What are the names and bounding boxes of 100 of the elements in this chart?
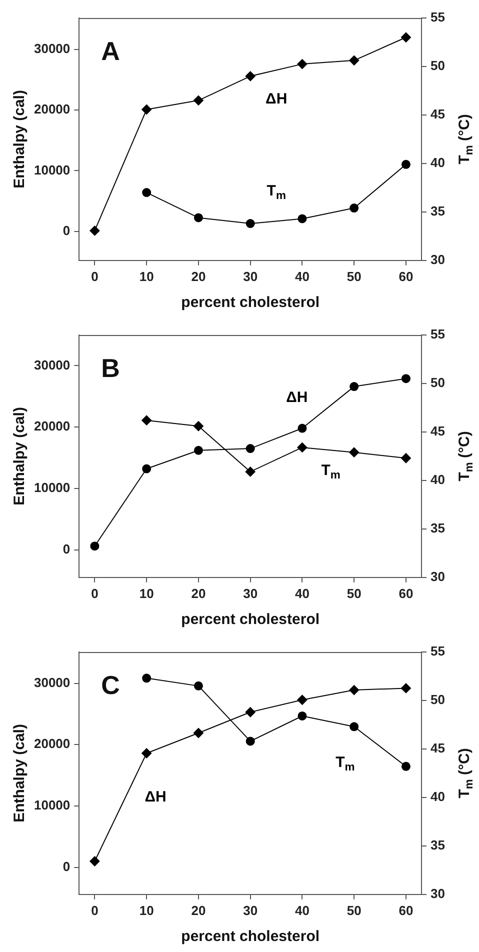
x-tick-label: 40 <box>294 268 310 284</box>
point <box>400 453 411 464</box>
point <box>349 55 360 66</box>
x-tick-label: 0 <box>91 586 98 601</box>
y-tick-label: 20000 <box>34 102 70 117</box>
x-axis-title: percent cholesterol <box>181 611 320 628</box>
point <box>350 722 359 732</box>
x-tick-label: 50 <box>346 586 362 601</box>
point <box>142 104 152 115</box>
x-tick-label: 0 <box>91 902 98 918</box>
point <box>297 694 308 705</box>
y-tick-label: 0 <box>62 222 70 238</box>
y-tick-label: 10000 <box>34 480 70 495</box>
y-tick-label: 10000 <box>34 798 70 813</box>
point <box>246 736 255 746</box>
point <box>349 685 360 696</box>
point <box>142 674 152 683</box>
point <box>193 95 204 106</box>
text: B <box>101 353 120 384</box>
point <box>194 446 203 455</box>
point <box>194 681 203 690</box>
point <box>246 219 255 228</box>
point <box>245 71 256 82</box>
x-tick-label: 60 <box>398 268 414 284</box>
y-axis-title: Enthalpy (cal) <box>11 724 28 822</box>
x-tick-label: 60 <box>398 902 414 918</box>
y2-tick-label: 40 <box>430 472 446 488</box>
point <box>298 711 307 720</box>
y2-tick-label: 50 <box>430 375 446 390</box>
point <box>245 466 256 477</box>
y-axis-title: Enthalpy (cal) <box>11 407 28 506</box>
y2-tick-label: 30 <box>430 568 446 584</box>
y2-tick-label: 55 <box>430 644 446 659</box>
point <box>142 464 152 474</box>
point <box>401 160 410 169</box>
x-tick-label: 50 <box>346 268 362 284</box>
y-tick-label: 0 <box>62 858 70 874</box>
point <box>401 374 410 384</box>
point <box>298 424 307 433</box>
point <box>90 226 100 236</box>
x-axis-title: percent cholesterol <box>181 928 320 946</box>
y-tick-label: 10000 <box>34 162 70 178</box>
point <box>350 204 359 213</box>
y2-axis-title: Tm (°C) <box>456 114 476 164</box>
point <box>400 683 411 694</box>
x-tick-label: 0 <box>91 268 98 284</box>
series-label: ΔH <box>286 389 308 406</box>
point <box>142 748 152 758</box>
y2-tick-label: 50 <box>430 692 446 708</box>
y2-tick-label: 45 <box>430 106 446 122</box>
x-tick-label: 10 <box>139 902 154 918</box>
point <box>401 762 410 771</box>
text: A <box>101 36 120 66</box>
y-tick-label: 30000 <box>34 357 70 372</box>
y2-tick-label: 40 <box>430 789 446 804</box>
point <box>90 542 100 551</box>
y2-axis-title: Tm (°C) <box>456 748 476 798</box>
y2-tick-label: 35 <box>430 204 446 218</box>
point <box>400 32 411 42</box>
y-tick-label: 0 <box>62 541 70 556</box>
y-tick-label: 30000 <box>34 41 70 56</box>
x-tick-label: 40 <box>294 586 310 601</box>
point <box>193 421 204 432</box>
point <box>246 444 255 454</box>
point <box>142 188 152 198</box>
y2-tick-label: 35 <box>430 520 446 536</box>
point <box>298 214 307 224</box>
series-label: ΔH <box>144 788 166 806</box>
x-tick-label: 30 <box>243 268 258 284</box>
point <box>90 856 100 866</box>
y2-tick-label: 55 <box>430 326 446 342</box>
point <box>350 382 359 392</box>
y2-axis-title: Tm (°C) <box>456 431 476 482</box>
y2-tick-label: 30 <box>430 886 446 901</box>
series-label: ΔH <box>266 90 288 108</box>
x-tick-label: 60 <box>398 586 414 601</box>
point <box>297 59 308 70</box>
x-tick-label: 20 <box>191 586 206 601</box>
x-tick-label: 10 <box>139 586 154 601</box>
x-tick-label: 10 <box>139 268 154 284</box>
y2-tick-label: 35 <box>430 838 446 852</box>
y2-tick-label: 45 <box>430 424 446 439</box>
y-tick-label: 20000 <box>34 736 70 752</box>
y2-tick-label: 30 <box>430 252 446 267</box>
x-tick-label: 50 <box>346 902 362 918</box>
point <box>194 213 203 222</box>
y2-tick-label: 50 <box>430 58 446 74</box>
y-axis-title: Enthalpy (cal) <box>11 90 28 188</box>
x-tick-label: 30 <box>243 586 258 601</box>
y2-tick-label: 40 <box>430 155 446 170</box>
x-axis-title: percent cholesterol <box>181 294 320 312</box>
y-tick-label: 30000 <box>34 674 70 690</box>
y2-tick-label: 45 <box>430 740 446 756</box>
point <box>297 442 308 452</box>
y2-tick-label: 55 <box>430 10 446 25</box>
x-tick-label: 40 <box>294 902 310 918</box>
x-tick-label: 20 <box>191 268 206 284</box>
x-tick-label: 20 <box>191 902 206 918</box>
x-tick-label: 30 <box>243 902 258 918</box>
point <box>245 707 256 718</box>
